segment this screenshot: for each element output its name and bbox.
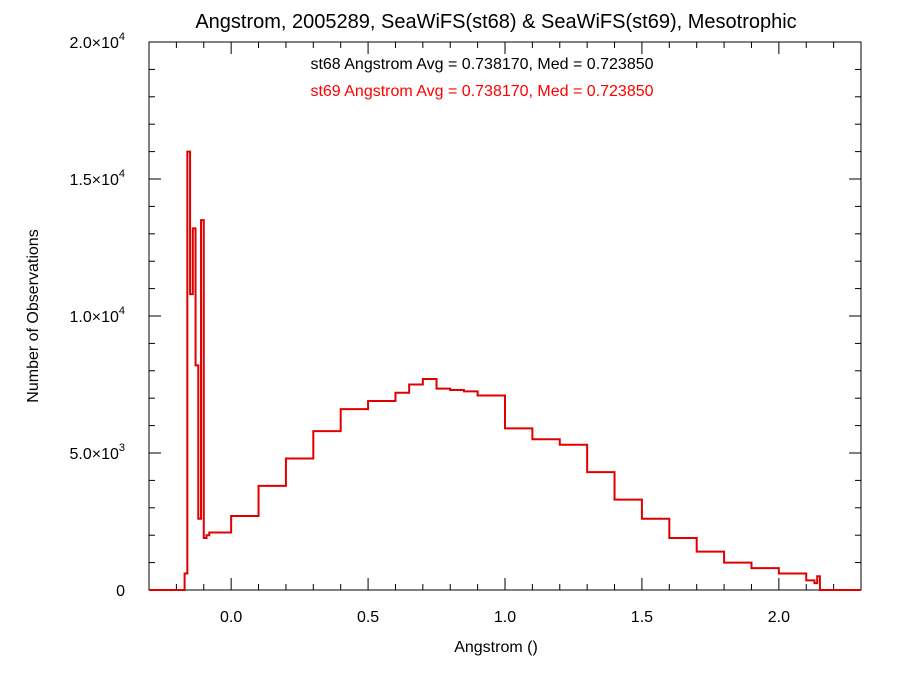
histogram-series-line	[149, 150, 861, 591]
y-axis-ticks: 0 5.0×103 1.0×104 1.5×104 2.0×104	[69, 31, 861, 600]
series-layer	[149, 150, 861, 591]
y-tick-label: 5.0×103	[69, 442, 125, 463]
x-tick-label: 0.0	[220, 609, 242, 626]
y-tick-label: 2.0×104	[69, 31, 125, 52]
annotation-layer: st68 Angstrom Avg = 0.738170, Med = 0.72…	[310, 56, 653, 100]
x-tick-label: 0.5	[357, 609, 379, 626]
y-tick-label: 1.5×104	[69, 168, 125, 189]
x-tick-label: 1.0	[494, 609, 516, 626]
y-tick-label: 1.0×104	[69, 305, 125, 326]
y-axis-label: Number of Observations	[25, 229, 42, 402]
stats-annotation: st68 Angstrom Avg = 0.738170, Med = 0.72…	[310, 56, 653, 73]
y-tick-label: 0	[116, 583, 125, 600]
x-tick-label: 2.0	[768, 609, 790, 626]
x-axis-ticks: 0.0 0.5 1.0 1.5 2.0	[148, 42, 835, 626]
stats-annotation: st69 Angstrom Avg = 0.738170, Med = 0.72…	[310, 83, 653, 100]
x-axis-label: Angstrom ()	[454, 639, 538, 656]
x-tick-label: 1.5	[631, 609, 653, 626]
chart-title: Angstrom, 2005289, SeaWiFS(st68) & SeaWi…	[195, 11, 796, 33]
